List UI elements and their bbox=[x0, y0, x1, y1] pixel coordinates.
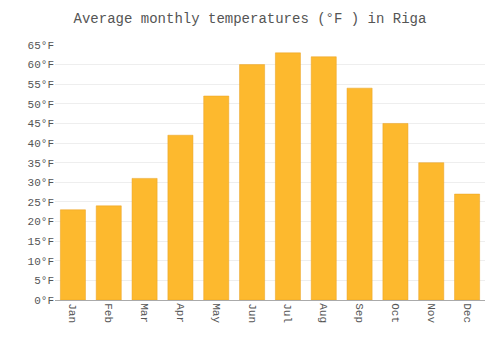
svg-text:20°F: 20°F bbox=[28, 216, 54, 228]
svg-text:50°F: 50°F bbox=[28, 99, 54, 111]
svg-text:25°F: 25°F bbox=[28, 197, 54, 209]
svg-text:45°F: 45°F bbox=[28, 118, 54, 130]
svg-text:Average monthly temperatures (: Average monthly temperatures (°F ) in Ri… bbox=[74, 11, 427, 27]
svg-text:May: May bbox=[210, 303, 222, 323]
svg-text:Feb: Feb bbox=[102, 303, 114, 323]
svg-text:35°F: 35°F bbox=[28, 158, 54, 170]
svg-text:Sep: Sep bbox=[353, 303, 365, 323]
svg-text:0°F: 0°F bbox=[34, 295, 54, 307]
svg-text:Aug: Aug bbox=[317, 303, 329, 323]
svg-text:40°F: 40°F bbox=[28, 138, 54, 150]
svg-text:10°F: 10°F bbox=[28, 256, 54, 268]
svg-text:Jan: Jan bbox=[66, 303, 78, 323]
svg-text:Apr: Apr bbox=[174, 303, 186, 323]
svg-text:Mar: Mar bbox=[138, 303, 150, 323]
svg-text:Jul: Jul bbox=[281, 303, 293, 323]
svg-text:30°F: 30°F bbox=[28, 177, 54, 189]
svg-text:15°F: 15°F bbox=[28, 236, 54, 248]
svg-text:Nov: Nov bbox=[425, 303, 437, 323]
svg-text:60°F: 60°F bbox=[28, 59, 54, 71]
svg-text:Jun: Jun bbox=[246, 303, 258, 323]
svg-text:Dec: Dec bbox=[461, 303, 473, 323]
svg-text:55°F: 55°F bbox=[28, 79, 54, 91]
svg-text:65°F: 65°F bbox=[28, 40, 54, 52]
svg-text:5°F: 5°F bbox=[34, 275, 54, 287]
svg-text:Oct: Oct bbox=[389, 303, 401, 323]
